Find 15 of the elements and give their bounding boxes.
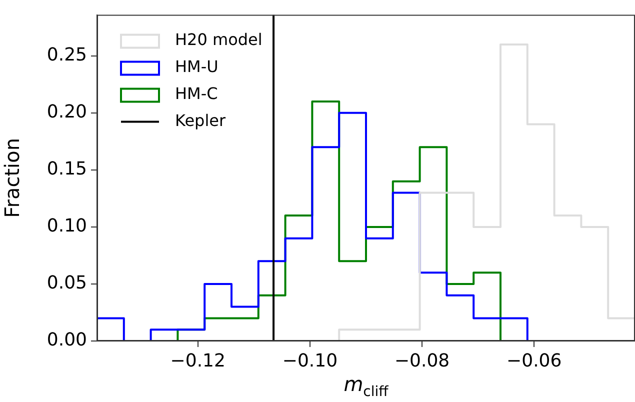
- y-tick-label: 0.15: [46, 158, 87, 180]
- x-tick-label: −0.12: [170, 350, 226, 372]
- y-tick-label: 0.10: [46, 216, 87, 237]
- y-tick-label: 0.00: [46, 330, 87, 351]
- legend-label: HM-C: [175, 84, 218, 103]
- y-tick-label: 0.20: [46, 102, 87, 123]
- ref-line-label: Kepler: [175, 110, 226, 130]
- y-tick-label: 0.25: [46, 44, 87, 66]
- y-axis-title: Fraction: [0, 138, 24, 218]
- legend-label: HM-U: [175, 56, 218, 76]
- x-tick-label: −0.08: [394, 350, 450, 372]
- y-tick-label: 0.05: [46, 272, 87, 294]
- legend-label: H20 model: [175, 30, 262, 49]
- x-tick-label: −0.06: [506, 350, 562, 372]
- x-tick-label: −0.10: [282, 350, 338, 372]
